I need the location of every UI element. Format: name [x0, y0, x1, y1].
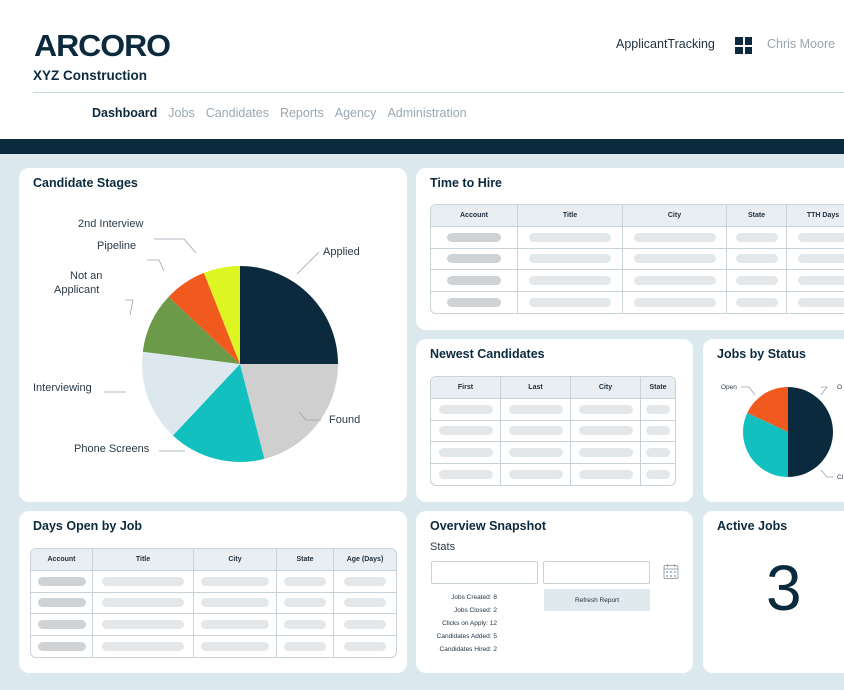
card-title: Overview Snapshot: [430, 519, 547, 533]
table-row[interactable]: [431, 248, 844, 270]
jobs-by-status-pie: [741, 386, 833, 478]
main-nav: Dashboard Jobs Candidates Reports Agency…: [92, 106, 467, 120]
card-title: Active Jobs: [717, 519, 788, 533]
table-row[interactable]: [431, 227, 844, 249]
table-row[interactable]: [31, 614, 396, 636]
label-phone-screens: Phone Screens: [74, 443, 150, 455]
status-slice-closed[interactable]: [747, 387, 788, 432]
stat-clicks-on-apply: Clicks on Apply: 12: [442, 620, 497, 627]
jobs-by-status-card: Jobs by Status Open O Cl: [703, 339, 844, 502]
col-last[interactable]: Last: [501, 377, 571, 399]
arcoro-logo[interactable]: ARCORO: [34, 30, 172, 58]
start-date-input[interactable]: [431, 561, 538, 584]
nav-administration[interactable]: Administration: [387, 106, 467, 120]
table-row[interactable]: [431, 463, 675, 485]
col-tth-days[interactable]: TTH Days: [787, 205, 844, 227]
stages-slice-found[interactable]: [240, 364, 338, 459]
card-title: Newest Candidates: [430, 347, 545, 361]
col-state[interactable]: State: [727, 205, 787, 227]
card-title: Jobs by Status: [717, 347, 806, 361]
col-title[interactable]: Title: [518, 205, 623, 227]
table-row[interactable]: [31, 571, 396, 593]
newest-candidates-table: First Last City State: [430, 376, 676, 486]
label-not-an: Not an: [70, 270, 103, 282]
col-city[interactable]: City: [571, 377, 641, 399]
nav-dashboard[interactable]: Dashboard: [92, 106, 158, 120]
table-row[interactable]: [431, 442, 675, 464]
table-row[interactable]: [31, 592, 396, 614]
label-pipeline: Pipeline: [97, 240, 137, 252]
newest-candidates-card: Newest Candidates First Last City State: [416, 339, 693, 502]
label-2nd-interview: 2nd Interview: [78, 218, 144, 230]
table-row[interactable]: [431, 270, 844, 292]
overview-snapshot-card: Overview Snapshot Stats Refresh Report J…: [416, 511, 693, 673]
end-date-input[interactable]: [543, 561, 650, 584]
card-title: Time to Hire: [430, 176, 503, 190]
days-open-card: Days Open by Job Account Title City Stat…: [19, 511, 407, 673]
calendar-icon[interactable]: [663, 563, 679, 580]
nav-candidates[interactable]: Candidates: [205, 106, 269, 120]
header-band: [0, 139, 844, 154]
table-row[interactable]: [31, 635, 396, 657]
dashboard-area: Candidate Stages Applied Found Phone Scr…: [0, 154, 844, 690]
header-divider: [33, 92, 844, 93]
refresh-report-button[interactable]: Refresh Report: [544, 589, 650, 611]
col-age-days[interactable]: Age (Days): [334, 549, 396, 571]
time-to-hire-table: Account Title City State TTH Days: [430, 204, 844, 314]
stat-jobs-created: Jobs Created: 8: [451, 594, 497, 601]
stages-slice-not-an-applicant[interactable]: [142, 296, 240, 364]
table-row[interactable]: [431, 399, 675, 421]
label-other: O: [837, 384, 843, 391]
nav-reports[interactable]: Reports: [279, 106, 324, 120]
stages-slice-phone-screens[interactable]: [172, 364, 265, 462]
stat-candidates-hired: Candidates Hired: 2: [439, 646, 497, 653]
card-title: Candidate Stages: [33, 176, 138, 190]
status-slice-open[interactable]: [788, 387, 833, 477]
label-found: Found: [329, 414, 361, 426]
col-account[interactable]: Account: [31, 549, 93, 571]
card-title: Days Open by Job: [33, 519, 143, 533]
label-open: Open: [721, 384, 737, 391]
company-name: XYZ Construction: [33, 68, 147, 83]
col-city[interactable]: City: [194, 549, 277, 571]
col-city[interactable]: City: [623, 205, 727, 227]
stats-list: Jobs Created: 8 Jobs Closed: 2 Clicks on…: [416, 594, 497, 664]
active-jobs-count: 3: [766, 552, 802, 624]
col-first[interactable]: First: [431, 377, 501, 399]
candidate-stages-pie: [104, 238, 338, 462]
status-slice-other[interactable]: [743, 412, 788, 477]
label-interviewing: Interviewing: [33, 382, 92, 394]
label-applicant: Applicant: [54, 284, 100, 296]
table-row[interactable]: [431, 291, 844, 313]
nav-agency[interactable]: Agency: [334, 106, 377, 120]
col-state[interactable]: State: [641, 377, 675, 399]
svg-text:ARCORO: ARCORO: [34, 30, 170, 58]
candidate-stages-card: Candidate Stages Applied Found Phone Scr…: [19, 168, 407, 502]
col-account[interactable]: Account: [431, 205, 518, 227]
stages-slice-2nd-interview[interactable]: [203, 266, 240, 364]
col-title[interactable]: Title: [93, 549, 194, 571]
app-name[interactable]: ApplicantTracking: [616, 37, 715, 51]
stages-slice-pipeline[interactable]: [168, 272, 240, 364]
user-name[interactable]: Chris Moore: [767, 37, 836, 51]
time-to-hire-card: Time to Hire Account Title City State TT…: [416, 168, 844, 330]
nav-jobs[interactable]: Jobs: [168, 106, 195, 120]
days-open-table: Account Title City State Age (Days): [30, 548, 397, 658]
label-closed: Cl: [837, 474, 844, 481]
label-applied: Applied: [323, 246, 360, 258]
active-jobs-card: Active Jobs 3: [703, 511, 844, 673]
stages-slice-applied[interactable]: [240, 266, 338, 364]
stages-slice-interviewing[interactable]: [142, 351, 240, 436]
stat-candidates-added: Candidates Added: 5: [436, 633, 497, 640]
table-row[interactable]: [431, 420, 675, 442]
col-state[interactable]: State: [277, 549, 334, 571]
stat-jobs-closed: Jobs Closed: 2: [454, 607, 497, 614]
grid-icon[interactable]: [735, 37, 752, 54]
stats-heading: Stats: [430, 541, 456, 553]
